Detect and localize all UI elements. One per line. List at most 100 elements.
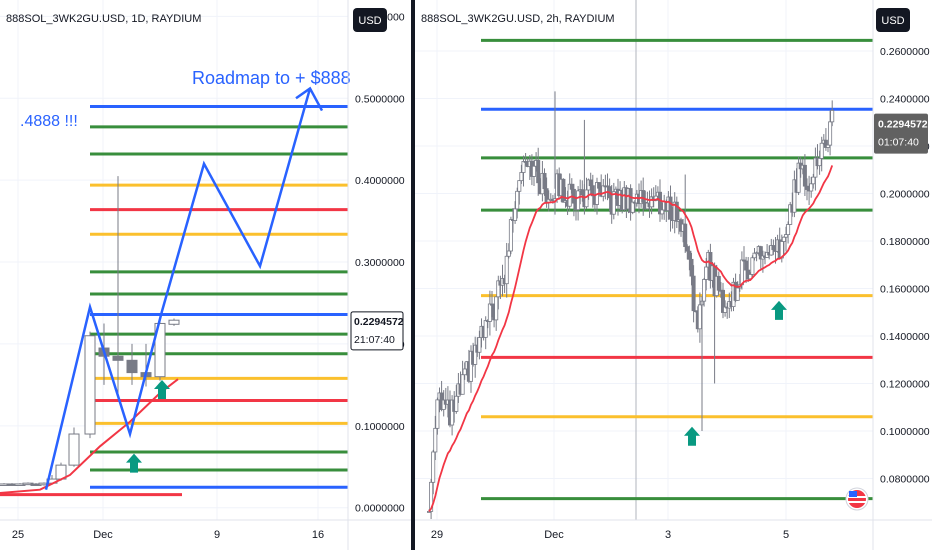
- up-arrow-icon[interactable]: [126, 453, 142, 473]
- currency-button[interactable]: [353, 8, 387, 32]
- price-tick-label: 0.1400000: [880, 331, 930, 343]
- candle-body: [426, 511, 431, 513]
- candle-body: [689, 258, 694, 277]
- time-tick-label: Dec: [544, 529, 564, 541]
- candle-body: [569, 183, 574, 190]
- last-price-value: 0.2294572: [354, 316, 404, 328]
- candle-body: [802, 164, 807, 187]
- candle-body: [828, 121, 833, 146]
- candle-body: [804, 185, 809, 190]
- candle-body: [508, 219, 513, 252]
- candle-body: [521, 161, 526, 173]
- candle-body: [517, 180, 522, 192]
- up-arrow-icon[interactable]: [684, 426, 700, 446]
- candle-body: [809, 183, 814, 192]
- left-chart-canvas[interactable]: 888SOL_3WK2GU.USD, 1D, RAYDIUM Roadmap t…: [0, 0, 411, 550]
- candle-body: [628, 188, 633, 213]
- roadmap-arrowhead: [295, 86, 324, 112]
- candle-body: [454, 395, 459, 412]
- price-tick-label: 0.1600000: [880, 283, 930, 295]
- candle-body: [567, 183, 572, 207]
- left-chart-panel[interactable]: 888SOL_3WK2GU.USD, 1D, RAYDIUM Roadmap t…: [0, 0, 411, 550]
- candle-body: [38, 482, 50, 486]
- candle-body: [441, 399, 446, 410]
- bar-countdown: 21:07:40: [354, 334, 395, 346]
- candle-body: [513, 208, 518, 221]
- candle-body: [611, 191, 616, 215]
- time-tick-label: 25: [12, 529, 24, 541]
- price-tick-label: 0.2000000: [880, 189, 930, 201]
- candle-body: [542, 172, 547, 190]
- time-tick-label: 16: [312, 529, 324, 541]
- price-tick-label: 0.0000000: [355, 503, 405, 515]
- candle-body: [519, 172, 524, 182]
- plot-area[interactable]: [415, 0, 873, 520]
- price-tick-label: 0.5000000: [355, 93, 405, 105]
- horizontal-levels: [0, 104, 348, 497]
- us-flag-icon[interactable]: [845, 487, 869, 511]
- candle-body: [697, 304, 702, 330]
- candle-body: [720, 289, 725, 313]
- drawings: [428, 165, 834, 512]
- candle-body: [771, 245, 776, 251]
- candle-body: [744, 260, 749, 271]
- up-arrow-icon[interactable]: [771, 300, 787, 320]
- drawings: [0, 86, 324, 494]
- candle-body: [641, 190, 646, 203]
- moving-average-line[interactable]: [428, 165, 834, 512]
- time-axis[interactable]: 29 Dec 3 5: [431, 529, 789, 541]
- candle-body: [741, 259, 746, 262]
- price-tick-label: 0.1000000: [355, 421, 405, 433]
- candle-body: [584, 189, 589, 208]
- price-tick-label: 0.1000000: [880, 426, 930, 438]
- roadmap-annotation: Roadmap to + $888: [192, 68, 351, 88]
- candle-body: [504, 255, 509, 285]
- time-tick-label: 9: [214, 529, 220, 541]
- time-tick-label: 3: [665, 529, 671, 541]
- candle-body: [792, 179, 797, 213]
- candle-body: [429, 481, 434, 512]
- candle-body: [494, 296, 499, 321]
- candle-body: [601, 185, 606, 197]
- right-chart-panel[interactable]: 888SOL_3WK2GU.USD, 2h, RAYDIUM 0.2600000…: [415, 0, 932, 550]
- price-tick-label: 0.1800000: [880, 236, 930, 248]
- candle-body: [580, 189, 585, 196]
- candle-body: [462, 368, 467, 376]
- last-price-label: [874, 113, 928, 154]
- price-tick-label: 0.1200000: [880, 378, 930, 390]
- currency-button[interactable]: [876, 8, 910, 32]
- pane-divider[interactable]: [411, 0, 415, 550]
- candle-body: [752, 252, 757, 259]
- time-axis[interactable]: 25 Dec 9 16: [12, 529, 324, 541]
- up-arrow-icon[interactable]: [154, 379, 170, 399]
- candle-body: [532, 165, 537, 177]
- last-price-label: [350, 311, 404, 351]
- candle-body: [783, 234, 788, 238]
- candle-body: [750, 257, 755, 275]
- candle-body: [84, 335, 96, 435]
- candle-body: [576, 190, 581, 211]
- chart-title: 888SOL_3WK2GU.USD, 1D, RAYDIUM: [6, 13, 201, 25]
- candle-body: [735, 287, 740, 301]
- candle-body: [825, 144, 830, 148]
- last-price-value: 0.2294572: [878, 119, 928, 131]
- candle-body: [716, 275, 721, 291]
- candle-body: [597, 182, 602, 189]
- candle-body: [496, 280, 501, 298]
- time-tick-label: 29: [431, 529, 443, 541]
- roadmap-path[interactable]: [44, 88, 312, 490]
- price-axis[interactable]: 0.60000000.50000000.40000000.30000000.20…: [355, 11, 405, 514]
- candle-body: [691, 275, 696, 312]
- time-tick-label: 5: [783, 529, 789, 541]
- candle-body: [702, 279, 707, 302]
- candle-body: [786, 224, 791, 236]
- right-chart-canvas[interactable]: 888SOL_3WK2GU.USD, 2h, RAYDIUM 0.2600000…: [415, 0, 932, 550]
- candle-body: [483, 320, 488, 338]
- candle-body: [739, 259, 744, 286]
- plot-area[interactable]: [0, 0, 348, 520]
- price-axis[interactable]: 0.26000000.24000000.22000000.20000000.18…: [880, 46, 930, 485]
- bar-countdown: 01:07:40: [878, 137, 919, 149]
- price-tick-label: 0.3000000: [355, 257, 405, 269]
- price-tick-label: 0.4000000: [355, 175, 405, 187]
